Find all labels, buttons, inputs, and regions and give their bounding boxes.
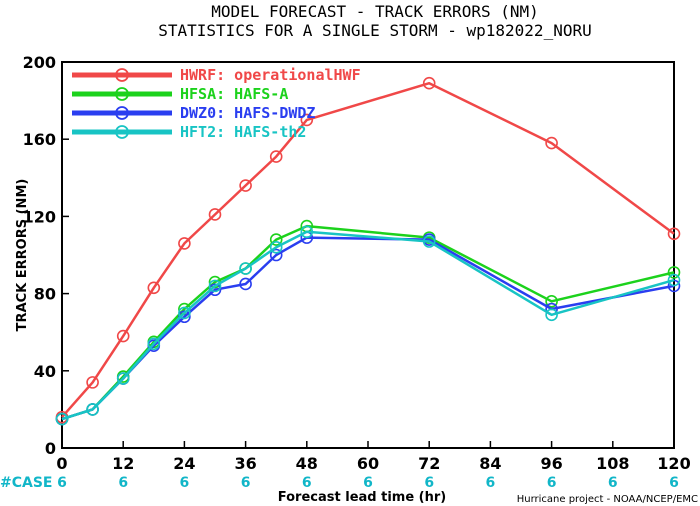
series-line-1 <box>61 81 675 418</box>
series-point-4 <box>545 308 558 322</box>
x-tick-label: 24 <box>173 454 195 473</box>
case-count: 6 <box>241 475 251 491</box>
x-tick-label: 36 <box>234 454 256 473</box>
x-tick-label: 72 <box>418 454 440 473</box>
series-line-4 <box>61 230 675 421</box>
series-point-4 <box>239 262 252 275</box>
series-point-1 <box>667 227 681 241</box>
series-point-1 <box>545 136 558 150</box>
case-counts: 6 6 6 6 6 6 6 6 6 6 6 <box>57 475 679 491</box>
series-point-1 <box>422 76 436 90</box>
case-count: 6 <box>608 475 618 491</box>
series-point-1 <box>239 179 252 192</box>
legend-marker-4 <box>115 125 129 139</box>
series-point-2 <box>667 266 681 279</box>
case-count: 6 <box>302 475 312 491</box>
x-tick-label: 48 <box>296 454 318 473</box>
legend-label-2: HFSA: HAFS-A <box>180 85 288 103</box>
case-count: 6 <box>486 475 496 491</box>
legend-marker-2 <box>115 87 129 101</box>
case-count: 6 <box>180 475 190 491</box>
axis-ticks: 0 12 24 36 48 60 72 84 96 108 120 0 40 80 120 160 200 <box>23 53 691 473</box>
series-point-1 <box>116 329 130 343</box>
series-point-4 <box>422 235 436 248</box>
y-tick-label: 160 <box>23 130 56 149</box>
series-point-1 <box>147 281 161 295</box>
series-point-4 <box>147 337 161 351</box>
series-point-4 <box>116 372 130 385</box>
series-point-1 <box>86 376 99 389</box>
series-point-1 <box>269 150 283 163</box>
series-point-4 <box>208 279 222 293</box>
x-tick-label: 96 <box>540 454 562 473</box>
chart-title: MODEL FORECAST - TRACK ERRORS (NM) <box>211 2 539 21</box>
case-count: 6 <box>669 475 679 491</box>
series-layer <box>55 76 681 426</box>
series-point-4 <box>86 403 99 416</box>
x-tick-label: 12 <box>112 454 134 473</box>
x-tick-label: 60 <box>357 454 379 473</box>
legend-marker-1 <box>115 68 129 82</box>
series-line-2 <box>61 224 675 421</box>
series-point-4 <box>55 412 69 426</box>
legend-label-3: DWZ0: HAFS-DWDZ <box>180 104 315 122</box>
case-count: 6 <box>57 475 67 491</box>
case-count: 6 <box>363 475 373 491</box>
credit-text: Hurricane project - NOAA/NCEP/EMC <box>517 494 698 505</box>
case-label: #CASE <box>0 475 53 491</box>
plot-frame <box>61 61 675 449</box>
series-point-4 <box>178 306 191 320</box>
series-point-2 <box>545 295 558 308</box>
y-axis-label: TRACK ERRORS (NM) <box>15 179 30 332</box>
x-tick-label: 120 <box>657 454 690 473</box>
series-line-3 <box>61 236 675 421</box>
legend-marker-3 <box>115 106 129 120</box>
legend-label-4: HFT2: HAFS-th2 <box>180 123 306 141</box>
x-tick-label: 108 <box>596 454 629 473</box>
y-tick-label: 120 <box>23 207 56 226</box>
series-point-4 <box>269 240 283 254</box>
series-point-1 <box>208 208 222 221</box>
case-count: 6 <box>118 475 128 491</box>
y-tick-label: 80 <box>34 285 56 304</box>
series-point-1 <box>178 237 191 250</box>
series-point-4 <box>300 225 314 239</box>
series-point-1 <box>300 113 314 127</box>
y-tick-label: 40 <box>34 362 56 381</box>
x-tick-label: 84 <box>479 454 501 473</box>
series-point-4 <box>667 273 681 287</box>
series-point-3 <box>239 277 252 291</box>
case-count: 6 <box>424 475 434 491</box>
x-axis-label: Forecast lead time (hr) <box>278 490 446 505</box>
series-point-3 <box>269 248 283 262</box>
y-tick-label: 200 <box>23 53 56 72</box>
chart-subtitle: STATISTICS FOR A SINGLE STORM - wp182022… <box>158 21 591 40</box>
legend-label-1: HWRF: operationalHWF <box>180 66 361 84</box>
series-point-2 <box>269 233 283 246</box>
x-tick-label: 0 <box>56 454 67 473</box>
case-count: 6 <box>547 475 557 491</box>
y-tick-label: 0 <box>45 439 56 458</box>
